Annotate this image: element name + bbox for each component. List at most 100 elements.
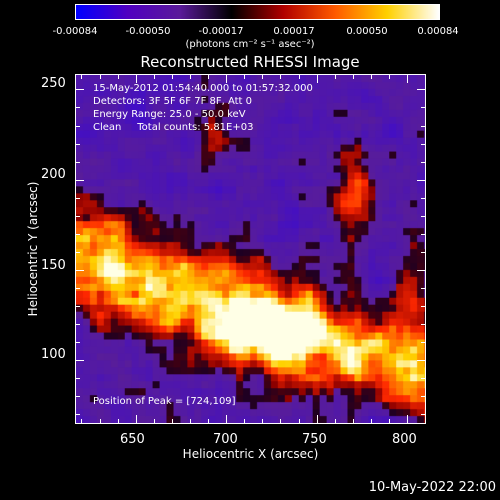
colorbar-tick-label: -0.00017 — [198, 26, 244, 37]
colorbar-tick-label: 0.00017 — [273, 26, 315, 37]
colorbar-tick-label: 0.00084 — [417, 26, 459, 37]
y-tick-mark — [76, 143, 80, 145]
y-tick-mark — [76, 233, 80, 235]
y-tick-mark — [421, 161, 425, 163]
x-tick-mark — [81, 419, 83, 423]
x-tick-mark — [262, 75, 264, 79]
y-tick-mark — [76, 360, 84, 362]
x-tick-label: 800 — [392, 432, 417, 447]
y-tick-mark — [421, 233, 425, 235]
y-tick-mark — [76, 269, 84, 271]
x-tick-mark — [425, 75, 426, 79]
y-tick-mark — [421, 251, 425, 253]
x-tick-mark — [280, 75, 282, 79]
y-tick-mark — [76, 287, 80, 289]
y-tick-mark — [421, 125, 425, 127]
rhessi-heatmap — [76, 75, 425, 423]
y-tick-mark — [76, 125, 80, 127]
y-tick-mark — [421, 414, 425, 416]
x-tick-mark — [316, 415, 318, 423]
y-tick-label: 100 — [41, 347, 66, 362]
x-tick-label: 750 — [302, 432, 327, 447]
x-tick-mark — [99, 419, 101, 423]
info-time-range: 15-May-2012 01:54:40.000 to 01:57:32.000 — [93, 83, 313, 94]
plot-title: Reconstructed RHESSI Image — [140, 53, 360, 71]
x-tick-mark — [171, 419, 173, 423]
x-tick-mark — [81, 75, 83, 79]
x-tick-mark — [407, 415, 409, 423]
x-tick-mark — [298, 419, 300, 423]
x-tick-mark — [189, 75, 191, 79]
x-tick-mark — [280, 419, 282, 423]
image-plot — [75, 74, 426, 424]
info-algorithm: Clean Total counts: 5.81E+03 — [93, 122, 254, 133]
y-tick-mark — [76, 396, 80, 398]
colorbar-units: (photons cm⁻² s⁻¹ asec⁻²) — [185, 39, 315, 50]
x-tick-mark — [244, 75, 246, 79]
y-tick-label: 200 — [41, 167, 66, 182]
x-tick-mark — [352, 75, 354, 79]
y-tick-mark — [76, 215, 80, 217]
y-tick-mark — [421, 342, 425, 343]
colorbar-tick-label: -0.00050 — [125, 26, 171, 37]
info-detectors: Detectors: 3F 5F 6F 7F 8F, Att 0 — [93, 96, 253, 107]
y-tick-mark — [76, 342, 80, 343]
y-tick-mark — [76, 323, 80, 325]
y-tick-mark — [76, 305, 80, 307]
colorbar-tick-label: -0.00084 — [52, 26, 98, 37]
x-tick-mark — [425, 419, 426, 423]
x-tick-mark — [244, 419, 246, 423]
x-tick-mark — [189, 419, 191, 423]
y-tick-mark — [76, 414, 80, 416]
x-tick-mark — [153, 419, 155, 423]
y-tick-mark — [417, 360, 425, 362]
render-timestamp: 10-May-2022 22:00 — [368, 480, 496, 495]
y-tick-mark — [421, 396, 425, 398]
y-tick-mark — [421, 197, 425, 199]
x-tick-mark — [298, 75, 300, 79]
x-tick-mark — [352, 419, 354, 423]
info-energy-range: Energy Range: 25.0 - 50.0 keV — [93, 109, 246, 120]
x-tick-mark — [389, 75, 390, 79]
x-tick-mark — [334, 419, 336, 423]
x-tick-mark — [226, 415, 228, 423]
y-tick-mark — [76, 89, 84, 91]
x-tick-mark — [135, 75, 137, 83]
y-tick-mark — [417, 269, 425, 271]
y-tick-mark — [421, 323, 425, 325]
y-tick-mark — [76, 197, 80, 199]
x-tick-mark — [135, 415, 137, 423]
x-tick-mark — [370, 75, 372, 79]
y-tick-mark — [421, 287, 425, 289]
y-tick-mark — [417, 89, 425, 91]
x-tick-mark — [389, 419, 390, 423]
x-tick-label: 700 — [213, 432, 238, 447]
colorbar-tick-label: 0.00050 — [346, 26, 388, 37]
x-tick-mark — [117, 75, 119, 79]
y-tick-label: 150 — [41, 258, 66, 273]
y-tick-mark — [76, 378, 80, 380]
x-axis-label: Heliocentric X (arcsec) — [182, 447, 319, 461]
y-tick-label: 250 — [41, 76, 66, 91]
x-tick-mark — [208, 75, 210, 79]
y-tick-mark — [76, 179, 84, 181]
y-tick-mark — [421, 143, 425, 145]
x-tick-mark — [153, 75, 155, 79]
x-tick-mark — [407, 75, 409, 83]
x-tick-mark — [226, 75, 228, 83]
x-tick-mark — [99, 75, 101, 79]
x-tick-mark — [117, 419, 119, 423]
y-tick-mark — [421, 378, 425, 380]
x-tick-label: 650 — [120, 432, 145, 447]
x-tick-mark — [370, 419, 372, 423]
y-tick-mark — [76, 161, 80, 163]
y-tick-mark — [417, 179, 425, 181]
x-tick-mark — [334, 75, 336, 79]
x-tick-mark — [316, 75, 318, 83]
y-tick-mark — [421, 305, 425, 307]
y-axis-label: Heliocentric Y (arcsec) — [26, 181, 40, 317]
y-tick-mark — [421, 107, 425, 109]
x-tick-mark — [208, 419, 210, 423]
x-tick-mark — [171, 75, 173, 79]
x-tick-mark — [262, 419, 264, 423]
